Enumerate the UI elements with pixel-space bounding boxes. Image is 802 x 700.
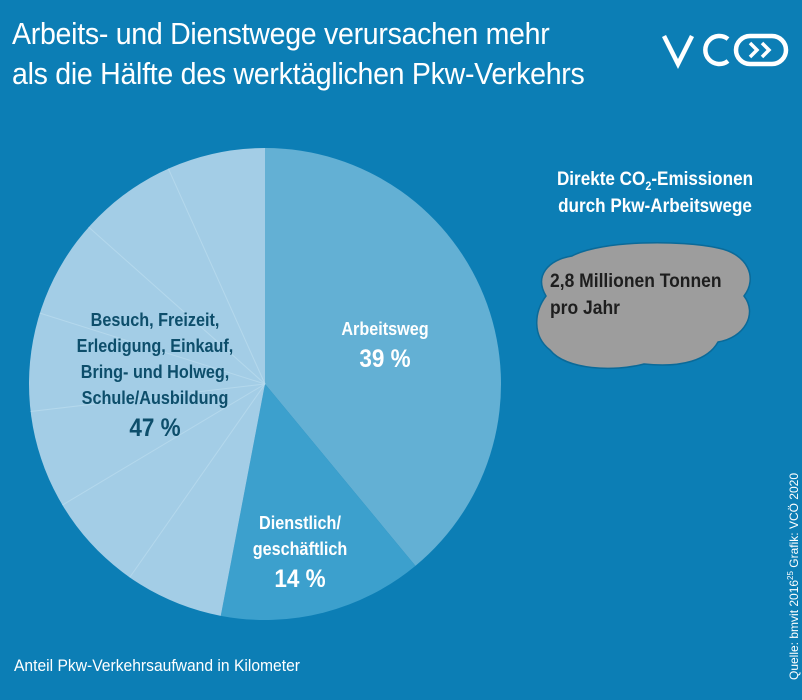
slice-label-besuch-line1: Besuch, Freizeit,	[90, 310, 220, 330]
co2-value-line1: 2,8 Millionen Tonnen	[550, 271, 722, 292]
cloud-shape-icon	[536, 242, 751, 370]
slice-label-besuch-line3: Bring- und Holweg,	[80, 362, 230, 382]
slice-label-besuch-line2: Erledigung, Einkauf,	[76, 336, 234, 356]
hatch-line	[167, 168, 266, 385]
chart-title: Arbeits- und Dienstwege verursachen mehr…	[12, 14, 601, 94]
slice-label-arbeitsweg-text: Arbeitsweg	[341, 319, 429, 339]
source-sup: 25	[786, 571, 795, 580]
co2-title-pre: Direkte CO	[556, 169, 646, 190]
co2-title: Direkte CO2-Emissionen durch Pkw-Arbeits…	[534, 166, 777, 220]
pie-slices	[29, 148, 502, 620]
slice-label-besuch-line4: Schule/Ausbildung	[81, 388, 229, 408]
slice-label-besuch: Besuch, Freizeit, Erledigung, Einkauf, B…	[56, 307, 254, 445]
co2-title-line2: durch Pkw-Arbeitswege	[558, 196, 752, 217]
co2-title-post: -Emissionen	[651, 169, 754, 190]
chart-caption: Anteil Pkw-Verkehrsaufwand in Kilometer	[14, 656, 301, 675]
source-pre: Quelle: bmvit 2016	[787, 579, 801, 680]
co2-value: 2,8 Millionen Tonnen pro Jahr	[550, 268, 743, 322]
slice-label-dienstlich-line2: geschäftlich	[252, 539, 348, 559]
slice-label-dienstlich-line1: Dienstlich/	[259, 513, 341, 533]
vco-logo-icon	[662, 33, 789, 70]
slice-value-besuch: 47 %	[129, 414, 181, 442]
source-post: Grafik: VCÖ 2020	[787, 472, 801, 572]
slice-besuch	[29, 148, 265, 616]
hatch-line	[88, 226, 266, 385]
title-line-2: als die Hälfte des werktäglichen Pkw-Ver…	[12, 56, 585, 91]
hatch-line	[39, 312, 266, 385]
slice-value-dienstlich: 14 %	[274, 565, 326, 593]
slice-label-arbeitsweg: Arbeitsweg 39 %	[318, 316, 453, 376]
pie-hatch-lines	[30, 168, 266, 578]
hatch-line	[62, 383, 266, 506]
slice-label-dienstlich: Dienstlich/ geschäftlich 14 %	[228, 510, 372, 596]
slice-arbeitsweg	[265, 148, 502, 566]
source-note: Quelle: bmvit 201625 Grafik: VCÖ 2020	[786, 473, 801, 680]
co2-title-sub: 2	[645, 178, 652, 193]
hatch-line	[30, 383, 266, 412]
co2-value-line2: pro Jahr	[550, 298, 620, 319]
hatch-line	[129, 383, 266, 578]
slice-value-arbeitsweg: 39 %	[359, 345, 411, 373]
title-line-1: Arbeits- und Dienstwege verursachen mehr	[12, 16, 550, 51]
slice-dienstlich	[220, 384, 416, 620]
